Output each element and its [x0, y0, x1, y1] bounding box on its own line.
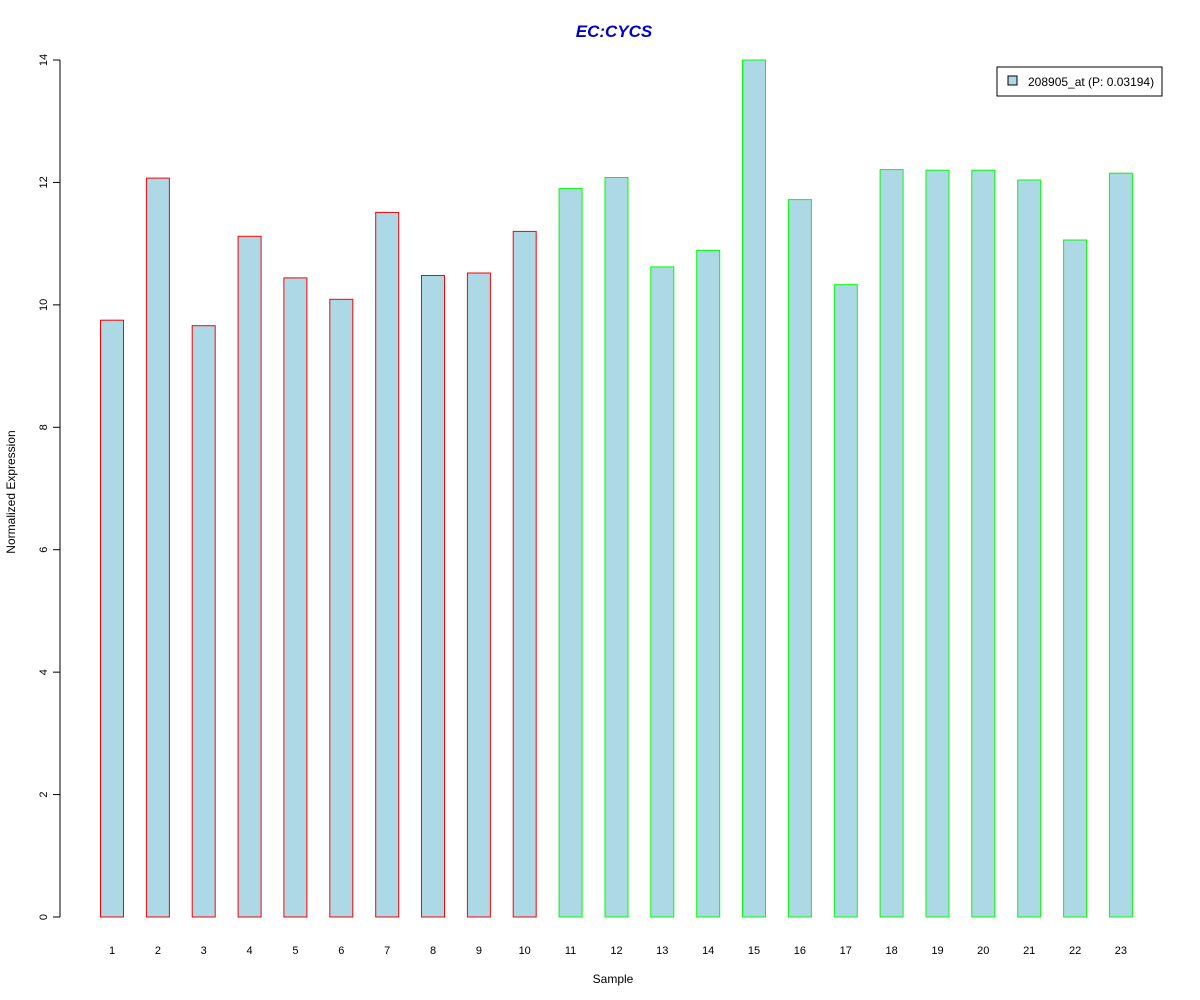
- bar-sample-7: [375, 211, 400, 918]
- bar-sample-21: [1017, 179, 1042, 918]
- chart-title: EC:CYCS: [576, 22, 653, 41]
- legend-box: [996, 66, 1163, 97]
- x-axis-tick-label: 19: [931, 945, 943, 957]
- x-axis-tick-label: 2: [155, 945, 161, 957]
- x-axis-tick-label: 15: [748, 945, 760, 957]
- bar-sample-10: [512, 230, 537, 918]
- x-axis-tick-label: 7: [384, 945, 390, 957]
- x-axis-tick-label: 11: [565, 945, 576, 957]
- bar-sample-17: [833, 284, 858, 918]
- x-axis-tick-label: 20: [977, 945, 989, 957]
- bar-sample-9: [466, 272, 491, 918]
- bar-sample-8: [421, 275, 445, 918]
- x-axis-tick-label: 17: [840, 945, 852, 957]
- y-axis-tick-label: 0: [38, 914, 50, 920]
- x-axis-tick-label: 14: [702, 945, 714, 957]
- x-axis-tick-label: 10: [519, 945, 531, 957]
- y-axis-tick-label: 10: [38, 299, 50, 311]
- bar-sample-1: [100, 319, 124, 918]
- y-axis: 0 2 4 6 8 10 12 14: [38, 54, 61, 920]
- x-axis-tick-label: 3: [201, 945, 207, 957]
- x-axis-tick-label: 12: [610, 945, 622, 957]
- x-axis-tick-label: 22: [1069, 945, 1081, 957]
- legend: 208905_at (P: 0.03194): [996, 66, 1163, 97]
- x-axis-tick-label: 8: [430, 945, 436, 957]
- y-axis-label: Normalized Expression: [4, 430, 18, 553]
- bar-sample-11: [558, 188, 583, 918]
- bar-sample-19: [925, 169, 950, 918]
- y-axis-tick-label: 14: [38, 54, 50, 66]
- x-axis-tick-label: 18: [885, 945, 897, 957]
- bar-sample-18: [879, 169, 904, 918]
- x-axis-tick-label: 9: [476, 945, 482, 957]
- x-axis-tick-labels: 1 2 3 4 5 6 7 8 9 10 11 12 13 14 15 16 17 18 19 20 21 22 23: [109, 945, 1127, 957]
- bar-sample-13: [650, 266, 675, 918]
- bar-sample-3: [191, 325, 216, 918]
- bar-sample-6: [329, 298, 354, 918]
- x-axis-label: Sample: [593, 972, 634, 986]
- bar-sample-12: [604, 177, 629, 918]
- y-axis-tick-label: 4: [38, 669, 50, 675]
- bars: [100, 59, 1133, 918]
- bar-sample-16: [787, 199, 812, 918]
- bar-sample-4: [237, 235, 262, 918]
- x-axis-tick-label: 4: [247, 945, 253, 957]
- x-axis-tick-label: 23: [1115, 945, 1127, 957]
- bar-sample-2: [145, 177, 170, 918]
- x-axis-tick-label: 13: [656, 945, 668, 957]
- x-axis-tick-label: 16: [794, 945, 806, 957]
- legend-swatch: [1007, 75, 1018, 86]
- bar-sample-20: [971, 169, 996, 918]
- bar-sample-23: [1108, 172, 1133, 918]
- x-axis-tick-label: 6: [338, 945, 344, 957]
- x-axis-tick-label: 5: [292, 945, 298, 957]
- bar-sample-5: [283, 277, 308, 918]
- y-axis-tick-label: 12: [38, 176, 50, 188]
- y-axis-tick-label: 2: [38, 792, 50, 798]
- y-axis-tick-label: 6: [38, 547, 50, 553]
- bar-sample-14: [696, 249, 721, 918]
- x-axis-tick-label: 21: [1023, 945, 1035, 957]
- y-axis-tick-label: 8: [38, 424, 50, 430]
- bar-sample-22: [1063, 239, 1088, 918]
- bar-sample-15: [742, 59, 766, 918]
- legend-label: 208905_at (P: 0.03194): [1028, 75, 1154, 89]
- x-axis-tick-label: 1: [109, 945, 115, 957]
